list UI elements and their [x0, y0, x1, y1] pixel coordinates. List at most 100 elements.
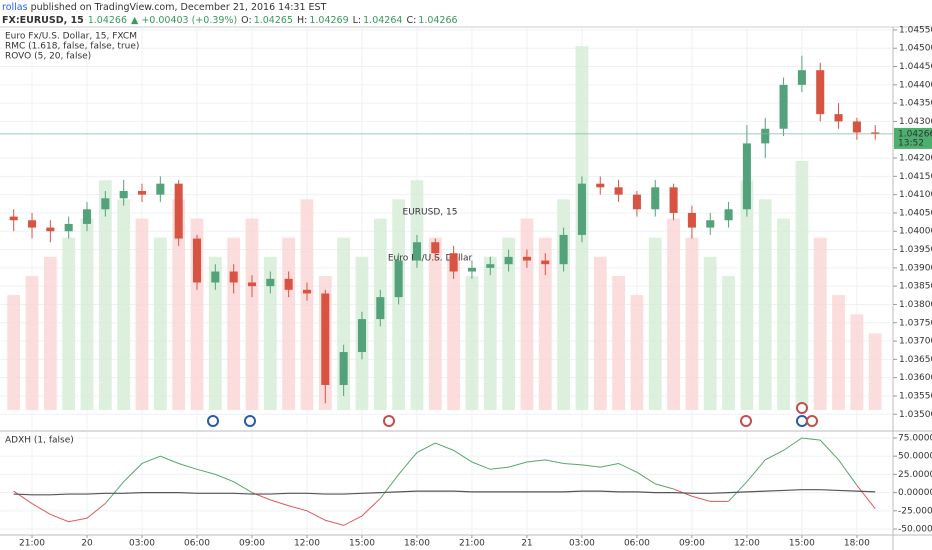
- event-icon[interactable]: [806, 415, 818, 427]
- volume-bar: [538, 237, 552, 410]
- candle-body: [137, 190, 147, 195]
- event-icon[interactable]: [244, 415, 256, 427]
- candle-body: [761, 128, 770, 144]
- candle-body: [486, 264, 495, 268]
- x-tick-label: 03:00: [129, 539, 155, 549]
- y-tick-label: 1.03900: [899, 263, 932, 273]
- y-tick-label: 1.03600: [899, 373, 932, 383]
- x-tick-label: 21: [521, 539, 532, 549]
- candle-body: [376, 297, 385, 320]
- candle-body: [724, 209, 733, 221]
- volume-bar: [153, 237, 167, 410]
- x-tick-label: 18:00: [404, 539, 430, 549]
- legend-line: ROVO (5, 20, false): [5, 52, 91, 62]
- candle-body: [871, 132, 880, 134]
- candle-body: [229, 271, 238, 283]
- y-tick-label: 1.04050: [899, 208, 932, 218]
- candle-body: [82, 209, 92, 224]
- volume-bar: [593, 256, 607, 410]
- y-tick-label: 1.03750: [899, 318, 932, 328]
- event-icon[interactable]: [796, 402, 808, 414]
- change: ▲ +0.00403 (+0.39%): [131, 15, 237, 26]
- y-tick-label: 1.04300: [899, 117, 932, 127]
- event-icons: [207, 402, 818, 427]
- h-value: 1.04269: [309, 15, 348, 26]
- x-tick-label: 06:00: [184, 539, 210, 549]
- layers: EURUSD, 15 Euro Fx/U.S. Dollar ADXH (1, f…: [0, 25, 932, 549]
- y-tick-label: 1.04500: [899, 44, 932, 54]
- y-tick-label: -25.000000: [898, 506, 932, 516]
- y-tick-label: 1.04200: [899, 154, 932, 164]
- y-tick-label: 1.03850: [899, 282, 932, 292]
- author-link[interactable]: rollas: [2, 2, 28, 13]
- candle-body: [797, 70, 806, 85]
- candle-body: [779, 84, 788, 129]
- candle-body: [632, 194, 641, 210]
- y-tick-label: 1.03700: [899, 337, 932, 347]
- candle-body: [577, 183, 586, 235]
- volume-bar: [777, 218, 790, 410]
- adx-line: [691, 495, 729, 502]
- y-tick-label: 1.03950: [899, 245, 932, 255]
- y-tick-label: 1.04450: [899, 62, 932, 72]
- candle-body: [247, 282, 257, 287]
- candle-body: [412, 242, 421, 261]
- y-tick-label: 1.03500: [899, 410, 932, 420]
- y-tick-label: 1.03550: [899, 391, 932, 401]
- x-tick-label: 09:00: [679, 539, 705, 549]
- candle-body: [614, 187, 623, 195]
- candle-body: [449, 253, 458, 272]
- legend-line: Euro Fx/U.S. Dollar, 15, FXCM: [5, 32, 137, 42]
- volume-bar: [282, 237, 296, 410]
- adx-line-connector: [13, 490, 33, 504]
- candle-body: [339, 352, 348, 385]
- candle-body: [687, 212, 696, 228]
- candle-body: [64, 223, 73, 232]
- candle-body: [119, 190, 128, 199]
- volume-bar: [465, 275, 479, 410]
- event-icon[interactable]: [740, 415, 752, 427]
- axes: 1.03500 1.03550 1.03600 1.03650 1.03700 1.037…: [5, 25, 932, 549]
- candle-body: [816, 70, 825, 115]
- last-price-label: 1.04266: [898, 129, 932, 139]
- candle-body: [706, 220, 715, 228]
- volume-bar: [263, 256, 277, 410]
- adx-line-connector: [379, 474, 400, 499]
- volume-bar: [630, 295, 644, 410]
- symbol: FX:EURUSD, 15: [2, 15, 84, 26]
- c-label: C:: [406, 15, 416, 26]
- volume-bar: [80, 218, 94, 410]
- y-tick-label: 1.04000: [899, 227, 932, 237]
- candle-body: [559, 234, 568, 265]
- y-tick-label: 50.000000: [898, 452, 932, 462]
- y-tick-label: -50.000000: [898, 525, 932, 535]
- candle-body: [266, 278, 275, 287]
- event-icon[interactable]: [383, 415, 395, 427]
- adx-line-connector: [104, 481, 125, 504]
- volume-bar: [392, 199, 406, 410]
- volume-bar: [208, 256, 222, 410]
- candle-body: [834, 114, 843, 122]
- volume-bar: [520, 218, 534, 410]
- volume-bar: [703, 256, 717, 410]
- x-tick-label: 21:00: [19, 539, 45, 549]
- adx: ADXH (1, false): [5, 436, 876, 526]
- x-tick-label: 18:00: [844, 539, 870, 549]
- l-label: L:: [353, 15, 362, 26]
- x-tick-label: 20: [81, 539, 93, 549]
- volume-bar: [502, 237, 516, 410]
- candle-body: [46, 227, 55, 232]
- pane-title: ADXH (1, false): [5, 436, 74, 446]
- x-tick-label: 12:00: [294, 539, 320, 549]
- volume-bar: [428, 237, 442, 410]
- volume-bar: [245, 218, 259, 410]
- o-label: O:: [241, 15, 252, 26]
- event-icon[interactable]: [796, 415, 808, 427]
- x-tick-label: 21:00: [459, 539, 485, 549]
- candle-body: [522, 256, 531, 261]
- volume-bar: [813, 237, 827, 410]
- y-tick-label: 1.04400: [899, 80, 932, 90]
- adx-line: [746, 437, 858, 486]
- event-icon[interactable]: [207, 415, 219, 427]
